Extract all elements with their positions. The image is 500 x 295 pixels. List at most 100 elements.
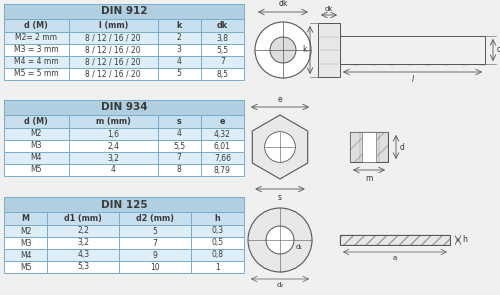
Text: 9: 9 [153, 250, 158, 260]
Text: 1: 1 [215, 263, 220, 271]
FancyBboxPatch shape [191, 261, 244, 273]
Text: d: d [400, 142, 405, 152]
FancyBboxPatch shape [201, 152, 244, 164]
Text: 7: 7 [220, 58, 225, 66]
Polygon shape [252, 115, 308, 179]
Text: 4,32: 4,32 [214, 130, 231, 138]
Text: 0,8: 0,8 [212, 250, 224, 260]
Text: a: a [393, 255, 397, 261]
FancyBboxPatch shape [158, 115, 201, 128]
FancyBboxPatch shape [158, 128, 201, 140]
Text: 2,4: 2,4 [107, 142, 119, 150]
Text: M2= 2 mm: M2= 2 mm [16, 34, 58, 42]
FancyBboxPatch shape [69, 128, 158, 140]
FancyBboxPatch shape [340, 235, 450, 245]
Circle shape [248, 208, 312, 272]
FancyBboxPatch shape [47, 249, 119, 261]
Text: 2,2: 2,2 [78, 227, 89, 235]
Text: 5,5: 5,5 [173, 142, 186, 150]
Circle shape [270, 37, 296, 63]
Circle shape [266, 226, 294, 254]
FancyBboxPatch shape [201, 164, 244, 176]
FancyBboxPatch shape [47, 225, 119, 237]
FancyBboxPatch shape [4, 197, 244, 212]
Text: 8 / 12 / 16 / 20: 8 / 12 / 16 / 20 [86, 45, 141, 55]
Text: d₁: d₁ [296, 244, 303, 250]
Text: 4,3: 4,3 [77, 250, 90, 260]
FancyBboxPatch shape [4, 115, 69, 128]
Text: 3: 3 [177, 45, 182, 55]
Text: 5,3: 5,3 [77, 263, 90, 271]
Circle shape [264, 132, 296, 162]
Text: M4: M4 [20, 250, 32, 260]
FancyBboxPatch shape [69, 32, 158, 44]
Text: 4: 4 [177, 130, 182, 138]
FancyBboxPatch shape [69, 19, 158, 32]
Text: 2: 2 [177, 34, 182, 42]
FancyBboxPatch shape [4, 56, 69, 68]
Text: e: e [278, 95, 282, 104]
Text: m: m [366, 174, 372, 183]
Text: 8: 8 [177, 165, 182, 175]
FancyBboxPatch shape [4, 4, 244, 19]
Text: 8 / 12 / 16 / 20: 8 / 12 / 16 / 20 [86, 58, 141, 66]
Text: d: d [497, 45, 500, 55]
Text: d2 (mm): d2 (mm) [136, 214, 174, 223]
Text: h: h [462, 235, 467, 245]
FancyBboxPatch shape [4, 19, 69, 32]
Text: d1 (mm): d1 (mm) [64, 214, 102, 223]
Text: m (mm): m (mm) [96, 117, 130, 126]
FancyBboxPatch shape [119, 249, 191, 261]
FancyBboxPatch shape [201, 140, 244, 152]
Text: 8,79: 8,79 [214, 165, 231, 175]
Text: M2: M2 [30, 130, 42, 138]
FancyBboxPatch shape [158, 19, 201, 32]
Text: 5: 5 [177, 70, 182, 78]
Text: DIN 125: DIN 125 [100, 199, 148, 209]
Text: 5: 5 [153, 227, 158, 235]
Polygon shape [378, 132, 388, 162]
Text: k: k [302, 45, 307, 55]
FancyBboxPatch shape [191, 212, 244, 225]
Text: M2: M2 [20, 227, 32, 235]
Text: 8 / 12 / 16 / 20: 8 / 12 / 16 / 20 [86, 70, 141, 78]
Text: h: h [214, 214, 220, 223]
FancyBboxPatch shape [69, 164, 158, 176]
Text: 4: 4 [177, 58, 182, 66]
FancyBboxPatch shape [69, 68, 158, 80]
FancyBboxPatch shape [69, 56, 158, 68]
FancyBboxPatch shape [201, 68, 244, 80]
Text: 4: 4 [111, 165, 116, 175]
FancyBboxPatch shape [158, 56, 201, 68]
FancyBboxPatch shape [4, 140, 69, 152]
FancyBboxPatch shape [119, 212, 191, 225]
Text: M4: M4 [30, 153, 42, 163]
FancyBboxPatch shape [158, 140, 201, 152]
FancyBboxPatch shape [4, 225, 47, 237]
Text: 0,5: 0,5 [212, 238, 224, 248]
Text: 1,6: 1,6 [107, 130, 119, 138]
FancyBboxPatch shape [158, 68, 201, 80]
FancyBboxPatch shape [4, 44, 69, 56]
Text: dk: dk [217, 21, 228, 30]
FancyBboxPatch shape [201, 32, 244, 44]
FancyBboxPatch shape [69, 152, 158, 164]
Text: 3,2: 3,2 [77, 238, 89, 248]
Text: dk: dk [278, 0, 287, 8]
FancyBboxPatch shape [201, 56, 244, 68]
FancyBboxPatch shape [201, 19, 244, 32]
Text: 3,2: 3,2 [107, 153, 119, 163]
Polygon shape [350, 132, 360, 162]
Text: d (M): d (M) [24, 21, 48, 30]
FancyBboxPatch shape [119, 261, 191, 273]
Polygon shape [369, 132, 378, 162]
FancyBboxPatch shape [4, 249, 47, 261]
Text: DIN 912: DIN 912 [101, 6, 147, 17]
Text: d (M): d (M) [24, 117, 48, 126]
FancyBboxPatch shape [191, 249, 244, 261]
FancyBboxPatch shape [201, 44, 244, 56]
Text: M5: M5 [30, 165, 42, 175]
FancyBboxPatch shape [47, 237, 119, 249]
FancyBboxPatch shape [4, 237, 47, 249]
Text: k: k [176, 21, 182, 30]
